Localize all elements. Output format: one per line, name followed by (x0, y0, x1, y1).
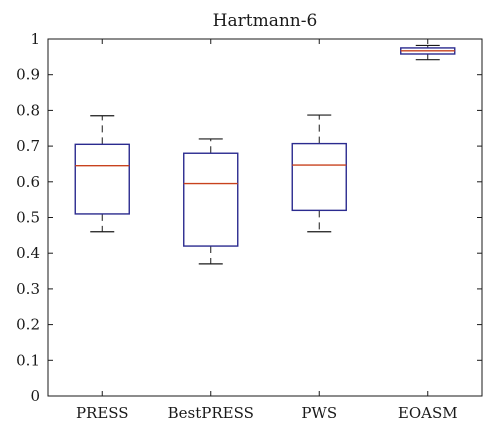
box-iqr (291, 142, 347, 212)
y-tick-label: 0.4 (16, 244, 40, 262)
box-eoasm (400, 44, 456, 61)
chart-title: Hartmann-6 (213, 11, 318, 31)
x-tick-label: PWS (301, 404, 337, 422)
box-pws (291, 114, 347, 233)
x-tick-label: BestPRESS (168, 404, 254, 422)
box-bestpress (183, 138, 239, 265)
y-tick-label: 0.1 (16, 351, 40, 369)
box-series (74, 44, 456, 265)
y-tick-label: 0.6 (16, 173, 40, 191)
y-tick-label: 1 (30, 30, 40, 48)
y-tick-label: 0.9 (16, 66, 40, 84)
box-iqr (74, 143, 130, 215)
x-tick-label: EOASM (398, 404, 458, 422)
y-axis: 0 0.1 0.2 0.3 0.4 0.5 0.6 0.7 0.8 0.9 1 (16, 30, 482, 405)
x-tick-label: PRESS (76, 404, 129, 422)
y-tick-label: 0.7 (16, 137, 40, 155)
box-press (74, 115, 130, 233)
plot-area-frame (47, 38, 483, 397)
y-tick-label: 0.2 (16, 316, 40, 334)
box-iqr (183, 152, 239, 247)
y-tick-label: 0.8 (16, 101, 40, 119)
y-tick-label: 0.3 (16, 280, 40, 298)
y-tick-label: 0.5 (16, 209, 40, 227)
y-tick-label: 0 (30, 387, 40, 405)
x-axis: PRESS BestPRESS PWS EOASM (76, 39, 458, 422)
